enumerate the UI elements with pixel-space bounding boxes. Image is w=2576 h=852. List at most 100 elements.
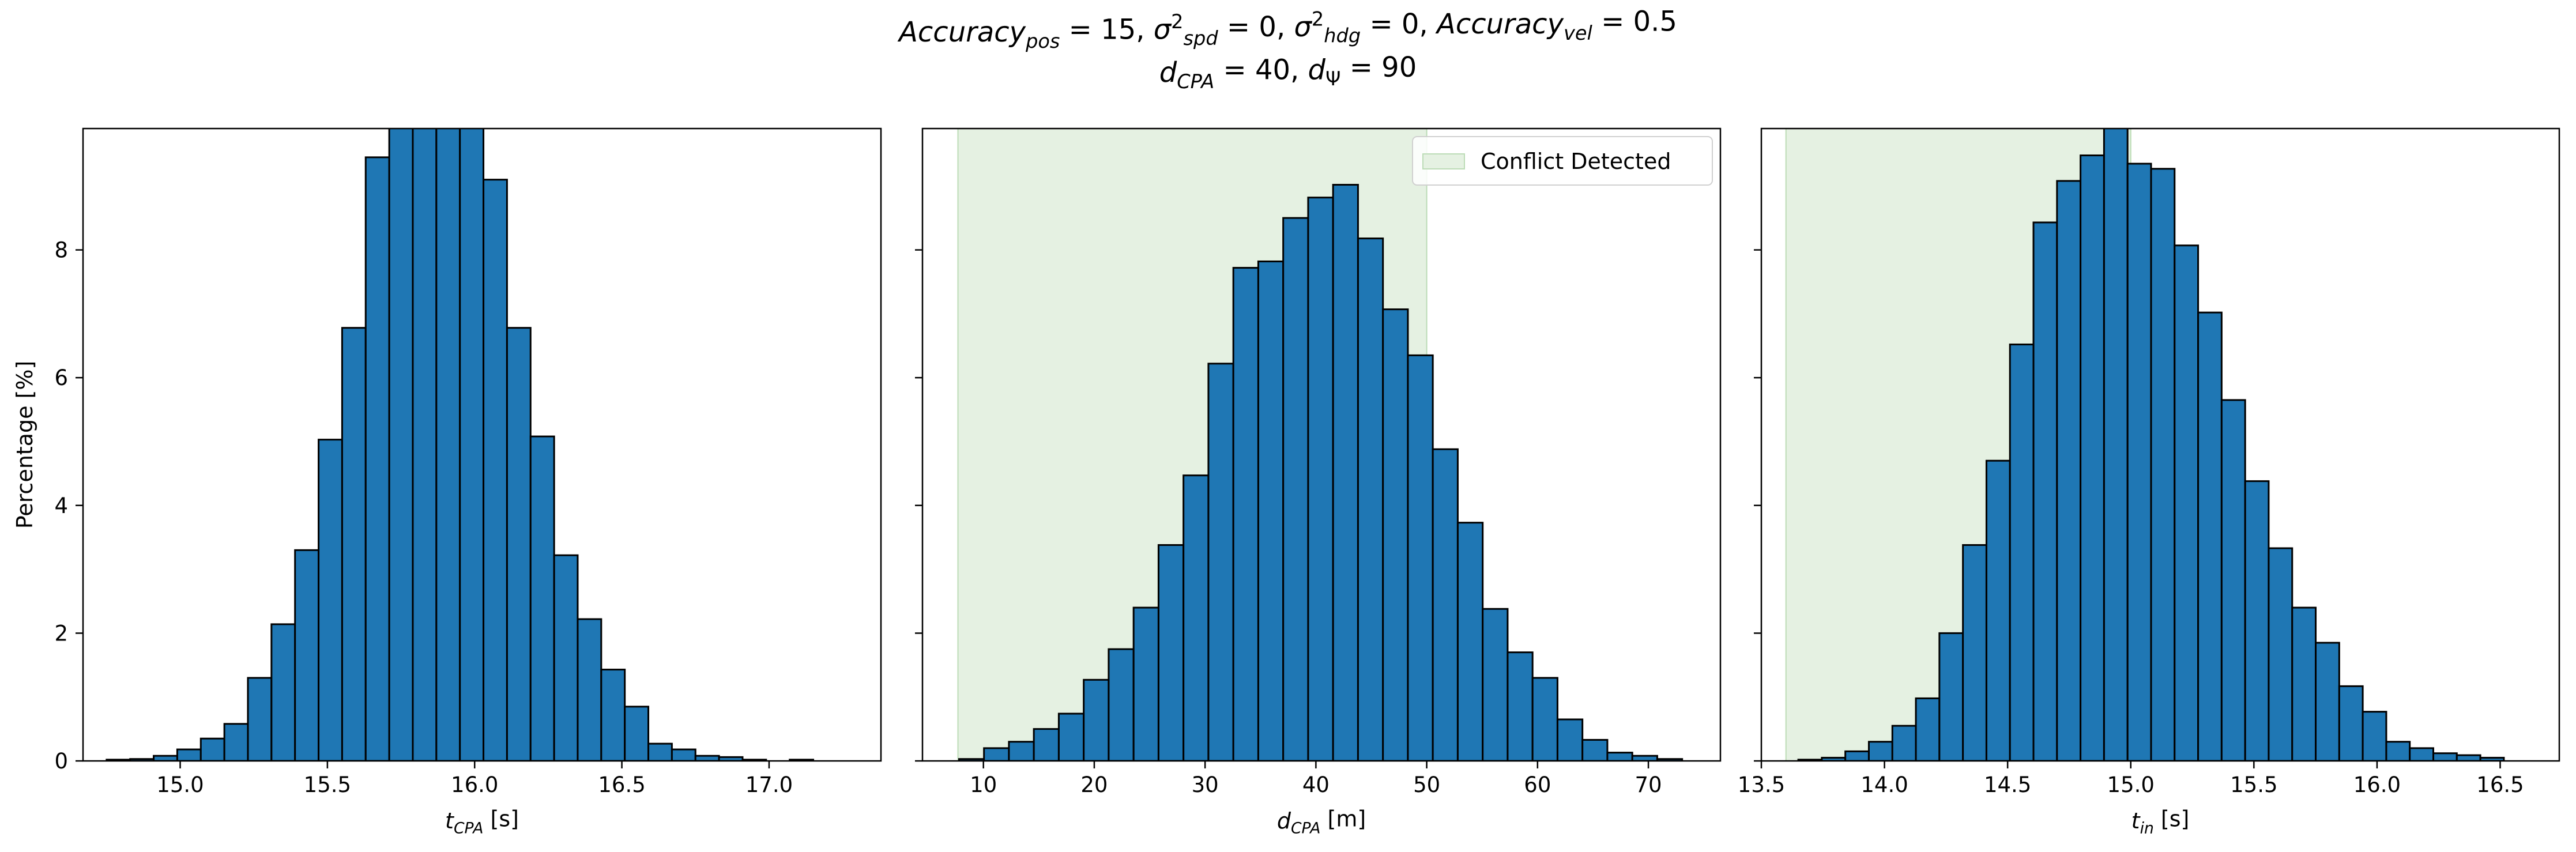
histogram-bar (318, 439, 343, 761)
histogram-bar (199, 737, 225, 761)
histogram-bar (2315, 642, 2340, 761)
histogram-bar (1357, 237, 1384, 761)
x-tick-label: 60 (1524, 772, 1551, 797)
plot-area (106, 129, 815, 761)
histogram-bar (176, 748, 202, 761)
title-line-2: dCPA = 40, dΨ = 90 (1159, 51, 1417, 93)
histogram-bar (153, 755, 178, 761)
y-axis-label: Percentage [%] (12, 361, 37, 529)
histogram-bar (1656, 758, 1684, 761)
x-tick-label: 16.0 (451, 772, 498, 797)
histogram-bar (1962, 544, 1987, 761)
histogram-bar (694, 755, 720, 761)
histogram-bar (2032, 221, 2058, 761)
x-tick-label: 70 (1635, 772, 1662, 797)
histogram-bar (2291, 606, 2317, 761)
axes-frame (1760, 127, 2560, 762)
histogram-t-in: 13.5 14.0 14.5 15.0 15.5 16.0 16.5 tin [s] (1738, 127, 2560, 838)
histogram-bar (600, 669, 626, 761)
histogram-bar (1282, 217, 1309, 761)
x-tick-label: 40 (1302, 772, 1330, 797)
axes-frame (921, 127, 1722, 762)
x-axis-label: tin [s] (2131, 806, 2190, 837)
histogram-bar (2056, 180, 2082, 761)
histogram-bar (247, 677, 273, 761)
plot-area (1785, 129, 2505, 761)
histogram-bar (2244, 480, 2270, 761)
histogram-bar (1432, 448, 1459, 761)
histogram-bar (2409, 747, 2435, 761)
x-tick-label: 30 (1192, 772, 1219, 797)
histogram-bar (1606, 752, 1633, 761)
histogram-d-cpa: 10 20 30 40 50 60 70 dCPA [m] Conflict Detected (915, 127, 1722, 838)
histogram-bar (2197, 311, 2223, 761)
x-tick-label: 15.5 (304, 772, 351, 797)
y-tick-label: 2 (54, 621, 68, 646)
histogram-bar (2362, 711, 2387, 761)
histogram-bar (388, 129, 414, 761)
x-tick-label: 15.0 (2107, 772, 2155, 797)
histogram-bar (1033, 728, 1060, 761)
title-line-1: Accuracypos = 15, σ2spd = 0, σ2hdg = 0, … (897, 6, 1677, 52)
histogram-bar (2338, 685, 2364, 761)
histogram-bar (1008, 741, 1035, 761)
legend-swatch (1422, 153, 1465, 169)
histogram-bar (2080, 154, 2105, 761)
x-tick-label: 14.0 (1861, 772, 1908, 797)
histogram-bar (2385, 741, 2411, 761)
legend-label: Conflict Detected (1481, 149, 1671, 174)
histogram-bar (553, 554, 579, 761)
histogram-bar (983, 747, 1010, 761)
histogram-bar (577, 618, 602, 761)
histogram-bar (2103, 129, 2129, 761)
x-tick-label: 13.5 (1738, 772, 1785, 797)
histogram-bar (412, 129, 438, 761)
plot-area (957, 129, 1684, 761)
histogram-bar (1157, 544, 1185, 761)
legend: Conflict Detected (1412, 136, 1713, 186)
histogram-bar (1257, 260, 1285, 761)
histogram-bar (270, 623, 296, 761)
histogram-bar (1507, 651, 1534, 761)
histogram-bar (2220, 399, 2246, 761)
histogram-bar (223, 723, 249, 761)
histogram-bar (1332, 184, 1359, 761)
histogram-bar (1407, 354, 1434, 761)
histogram-bar (483, 179, 508, 761)
x-tick-label: 20 (1080, 772, 1108, 797)
x-tick-label: 14.5 (1984, 772, 2031, 797)
histogram-bar (1182, 474, 1210, 761)
histogram-bar (1985, 459, 2011, 761)
histogram-bar (624, 706, 650, 761)
histogram-bar (1382, 308, 1409, 761)
figure-title: Accuracypos = 15, σ2spd = 0, σ2hdg = 0, … (897, 6, 1677, 93)
histogram-bar (459, 129, 485, 761)
histogram-bar (1581, 738, 1609, 761)
histogram-bar (1057, 712, 1085, 761)
x-tick-label: 15.5 (2230, 772, 2277, 797)
x-tick-label: 50 (1413, 772, 1440, 797)
histogram-bar (294, 549, 320, 761)
histogram-bar (1556, 718, 1584, 761)
histogram-bar (1891, 725, 1917, 761)
histogram-bar (1482, 608, 1509, 761)
histogram-bar (364, 156, 390, 761)
histogram-bar (647, 742, 673, 761)
histogram-bar (2150, 168, 2176, 761)
histogram-bar (671, 748, 696, 761)
histogram-bar (2126, 163, 2152, 761)
histogram-bar (2432, 752, 2458, 761)
histogram-bar (435, 129, 461, 761)
histogram-bar (2456, 754, 2481, 761)
histogram-bar (1108, 648, 1135, 761)
x-tick-label: 15.0 (156, 772, 204, 797)
histogram-bar (2174, 244, 2200, 761)
x-tick-label: 16.5 (2476, 772, 2524, 797)
histogram-bar (1207, 363, 1234, 761)
y-tick-label: 8 (54, 238, 68, 263)
histogram-bar (1631, 755, 1658, 761)
histogram-bar (1132, 606, 1159, 761)
y-tick-label: 0 (54, 749, 68, 774)
histogram-t-cpa: 15.0 15.5 16.0 16.5 17.0 0 2 4 6 8 tCPA [s] Percent… (12, 127, 882, 838)
y-tick-label: 6 (54, 365, 68, 390)
